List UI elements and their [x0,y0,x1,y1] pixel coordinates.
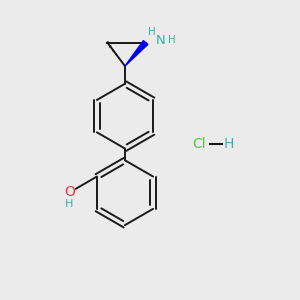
Text: O: O [64,185,75,199]
Text: H: H [224,137,234,151]
Text: H: H [168,35,176,45]
Text: H: H [148,27,156,37]
Polygon shape [125,40,148,66]
Text: H: H [65,199,74,209]
Text: N: N [155,34,165,47]
Text: Cl: Cl [193,137,206,151]
